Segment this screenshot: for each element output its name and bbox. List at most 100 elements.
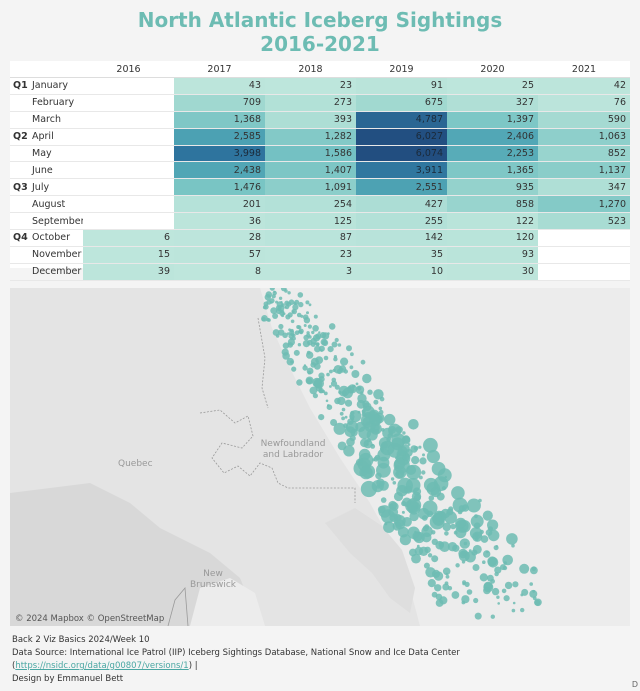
map-attribution[interactable]: © 2024 Mapbox © OpenStreetMap xyxy=(15,614,164,624)
iceberg-dot[interactable] xyxy=(278,296,283,300)
iceberg-dot[interactable] xyxy=(487,526,493,532)
iceberg-dot[interactable] xyxy=(451,486,465,500)
heat-cell[interactable] xyxy=(538,263,630,281)
iceberg-dot[interactable] xyxy=(483,582,494,593)
iceberg-dot[interactable] xyxy=(350,352,354,357)
iceberg-dot[interactable] xyxy=(281,348,289,356)
iceberg-dot[interactable] xyxy=(323,355,329,361)
iceberg-dot[interactable] xyxy=(287,338,295,346)
iceberg-dot[interactable] xyxy=(269,288,275,291)
iceberg-dot[interactable] xyxy=(269,298,275,304)
iceberg-dot[interactable] xyxy=(378,505,392,518)
iceberg-dot[interactable] xyxy=(373,389,384,400)
heat-cell[interactable]: 57 xyxy=(174,246,265,264)
iceberg-dot[interactable] xyxy=(307,370,312,375)
iceberg-dot[interactable] xyxy=(407,443,411,446)
heat-cell[interactable] xyxy=(83,195,174,214)
iceberg-dot[interactable] xyxy=(330,380,338,387)
iceberg-dot[interactable] xyxy=(423,562,430,569)
iceberg-dot[interactable] xyxy=(296,312,302,318)
iceberg-dot[interactable] xyxy=(445,574,450,579)
iceberg-dot[interactable] xyxy=(469,527,483,540)
iceberg-dot[interactable] xyxy=(318,331,321,334)
iceberg-dot[interactable] xyxy=(320,338,328,346)
heat-cell[interactable]: 2,438 xyxy=(174,161,265,180)
heat-cell[interactable] xyxy=(83,111,174,129)
iceberg-dot[interactable] xyxy=(426,510,434,517)
heat-cell[interactable]: 709 xyxy=(174,94,265,112)
iceberg-dot[interactable] xyxy=(311,330,315,335)
iceberg-dot[interactable] xyxy=(423,437,438,453)
iceberg-dot[interactable] xyxy=(466,589,473,595)
iceberg-dot[interactable] xyxy=(453,530,458,535)
iceberg-dot[interactable] xyxy=(334,337,339,343)
iceberg-dot[interactable] xyxy=(344,399,353,407)
iceberg-dot[interactable] xyxy=(373,456,379,462)
iceberg-dot[interactable] xyxy=(343,445,355,457)
heat-cell[interactable]: 852 xyxy=(538,145,630,163)
iceberg-dot[interactable] xyxy=(491,587,500,596)
iceberg-dot[interactable] xyxy=(349,414,355,420)
iceberg-dot[interactable] xyxy=(272,329,280,336)
iceberg-dot[interactable] xyxy=(405,478,421,493)
heat-cell[interactable]: 142 xyxy=(356,229,447,247)
iceberg-dot[interactable] xyxy=(424,524,430,529)
iceberg-dot[interactable] xyxy=(297,343,302,347)
iceberg-dot[interactable] xyxy=(503,595,510,602)
iceberg-dot[interactable] xyxy=(305,300,310,305)
iceberg-dot[interactable] xyxy=(408,419,419,430)
heat-cell[interactable]: 76 xyxy=(538,94,630,112)
iceberg-dot[interactable] xyxy=(427,579,436,588)
iceberg-dot[interactable] xyxy=(497,602,501,605)
iceberg-dot[interactable] xyxy=(287,312,293,318)
iceberg-dot[interactable] xyxy=(405,449,413,457)
heat-cell[interactable]: 1,407 xyxy=(265,161,356,180)
iceberg-dot[interactable] xyxy=(447,586,453,591)
iceberg-dot[interactable] xyxy=(402,431,406,435)
iceberg-dot[interactable] xyxy=(511,543,515,548)
iceberg-dot[interactable] xyxy=(278,323,284,330)
iceberg-dot[interactable] xyxy=(457,509,463,515)
heat-cell[interactable]: 87 xyxy=(265,229,356,247)
heat-cell[interactable]: 347 xyxy=(538,178,630,197)
iceberg-dot[interactable] xyxy=(451,591,460,599)
iceberg-dot[interactable] xyxy=(425,567,436,578)
heat-cell[interactable]: 120 xyxy=(447,229,538,247)
iceberg-dot[interactable] xyxy=(360,480,377,498)
iceberg-dot[interactable] xyxy=(326,372,330,377)
iceberg-dot[interactable] xyxy=(421,515,428,521)
heat-cell[interactable]: 1,368 xyxy=(174,111,265,129)
heat-cell[interactable]: 6 xyxy=(83,229,174,247)
iceberg-dot[interactable] xyxy=(506,533,518,545)
iceberg-dot[interactable] xyxy=(344,415,348,419)
iceberg-dot[interactable] xyxy=(306,350,311,355)
iceberg-dot[interactable] xyxy=(496,595,500,599)
iceberg-dot[interactable] xyxy=(282,312,286,315)
iceberg-dot[interactable] xyxy=(402,517,412,527)
iceberg-dot[interactable] xyxy=(532,596,537,601)
iceberg-dot[interactable] xyxy=(280,301,283,304)
heat-cell[interactable]: 1,397 xyxy=(447,111,538,129)
iceberg-dot[interactable] xyxy=(328,323,336,330)
iceberg-dot[interactable] xyxy=(341,407,346,412)
iceberg-dot[interactable] xyxy=(306,333,311,338)
iceberg-dot[interactable] xyxy=(395,469,405,479)
iceberg-dot[interactable] xyxy=(455,526,467,539)
heat-cell[interactable]: 523 xyxy=(538,212,630,231)
iceberg-dot[interactable] xyxy=(306,377,313,385)
iceberg-dot[interactable] xyxy=(448,506,454,512)
iceberg-dot[interactable] xyxy=(340,357,349,366)
heat-cell[interactable]: 15 xyxy=(83,246,174,264)
heat-cell[interactable]: 393 xyxy=(265,111,356,129)
iceberg-dot[interactable] xyxy=(329,385,332,388)
iceberg-dot[interactable] xyxy=(381,449,384,453)
iceberg-dot[interactable] xyxy=(309,386,318,395)
iceberg-dot[interactable] xyxy=(358,458,364,463)
heat-cell[interactable]: 30 xyxy=(447,263,538,281)
heat-cell[interactable]: 201 xyxy=(174,195,265,214)
heat-cell[interactable]: 590 xyxy=(538,111,630,129)
iceberg-dot[interactable] xyxy=(504,581,513,590)
iceberg-dot[interactable] xyxy=(302,365,308,371)
iceberg-dot[interactable] xyxy=(272,313,279,319)
iceberg-dot[interactable] xyxy=(275,300,279,304)
